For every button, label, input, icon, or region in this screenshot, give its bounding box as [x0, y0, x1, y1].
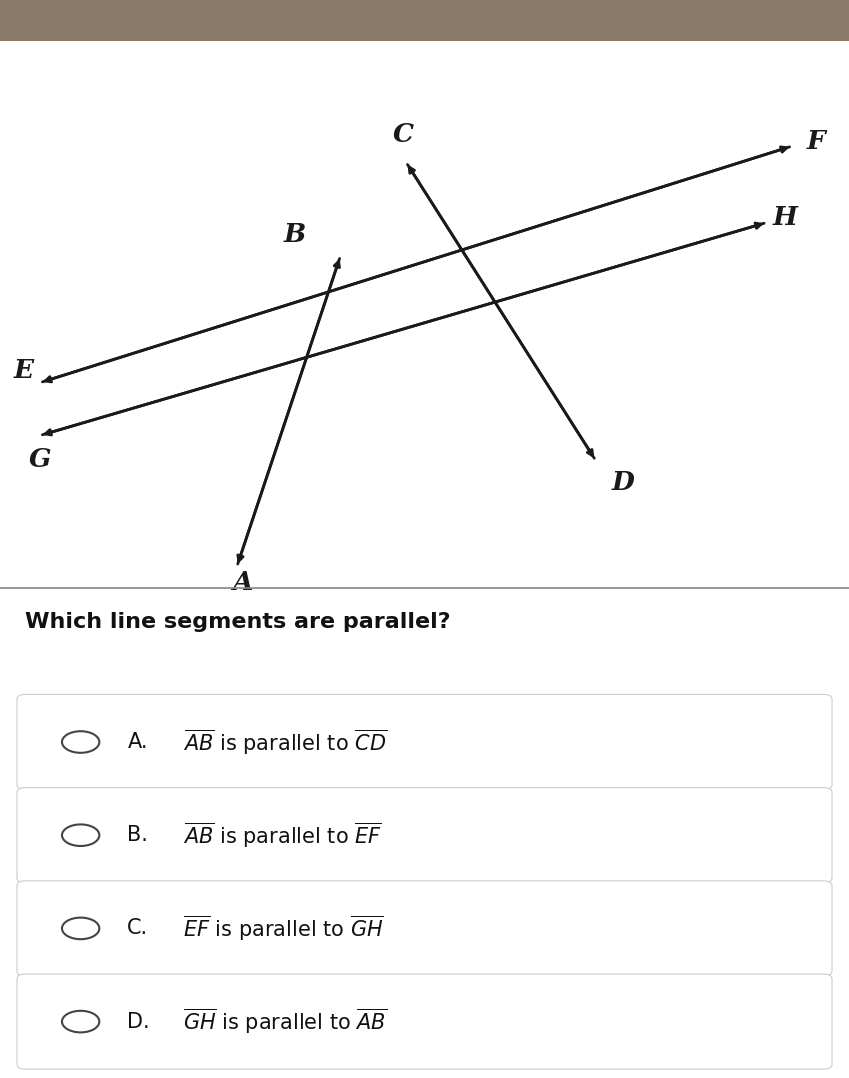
FancyBboxPatch shape	[17, 788, 832, 883]
Text: D.: D.	[127, 1011, 150, 1032]
Text: A: A	[232, 570, 252, 595]
Text: $\overline{\mathit{EF}}$ is parallel to $\overline{\mathit{GH}}$: $\overline{\mathit{EF}}$ is parallel to …	[183, 914, 384, 943]
Text: C: C	[393, 122, 413, 147]
Bar	[0, 0, 849, 41]
Text: C.: C.	[127, 918, 149, 939]
FancyBboxPatch shape	[17, 975, 832, 1069]
Text: $\overline{\mathit{GH}}$ is parallel to $\overline{\mathit{AB}}$: $\overline{\mathit{GH}}$ is parallel to …	[183, 1007, 387, 1036]
Text: G: G	[28, 446, 51, 471]
FancyBboxPatch shape	[17, 694, 832, 789]
Text: $\overline{\mathit{AB}}$ is parallel to $\overline{\mathit{EF}}$: $\overline{\mathit{AB}}$ is parallel to …	[183, 820, 381, 849]
FancyBboxPatch shape	[17, 881, 832, 976]
Text: H: H	[773, 205, 797, 230]
Text: F: F	[807, 128, 825, 153]
Text: E: E	[14, 358, 34, 383]
Text: $\overline{\mathit{AB}}$ is parallel to $\overline{\mathit{CD}}$: $\overline{\mathit{AB}}$ is parallel to …	[183, 728, 387, 757]
Text: D: D	[611, 470, 634, 495]
Text: Which line segments are parallel?: Which line segments are parallel?	[25, 612, 451, 632]
Text: B: B	[284, 222, 306, 247]
Text: A.: A.	[127, 732, 148, 752]
Text: B.: B.	[127, 825, 149, 845]
